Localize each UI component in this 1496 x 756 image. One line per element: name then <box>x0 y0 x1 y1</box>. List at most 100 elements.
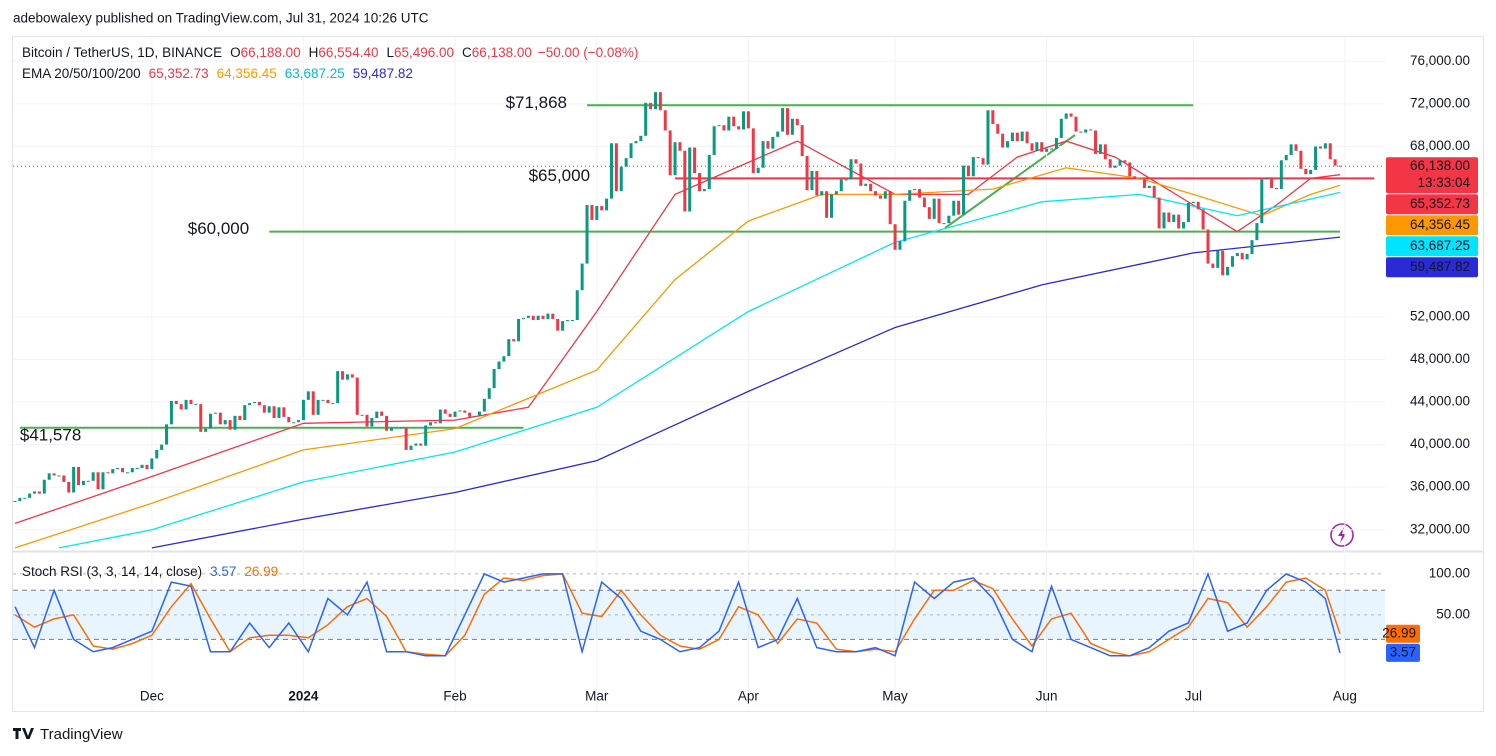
candle-body <box>1133 176 1137 179</box>
candle-body <box>918 189 922 198</box>
legend-line: EMA 20/50/100/200 65,352.73 64,356.45 63,68… <box>22 66 413 81</box>
candle-body <box>609 143 613 199</box>
countdown: 13:33:04 <box>1417 175 1470 190</box>
candle-body <box>536 315 540 321</box>
candle-body <box>316 399 320 415</box>
ema-tag-text: 59,487.82 <box>1410 259 1470 274</box>
candle-body <box>1289 144 1293 155</box>
legend-part: 3.57 <box>210 564 236 579</box>
candle-body <box>1142 179 1146 188</box>
candle-body <box>1103 144 1107 160</box>
legend-part: 59,487.82 <box>353 66 413 81</box>
candle-body <box>556 318 560 331</box>
candle-body <box>233 415 237 430</box>
candle-body <box>526 315 530 318</box>
candle-body <box>1089 129 1093 131</box>
y-tick-label: 44,000.00 <box>1410 394 1470 409</box>
candle-body <box>629 143 633 159</box>
candle-body <box>678 142 682 151</box>
candle-body <box>756 167 760 174</box>
candle-body <box>47 473 51 480</box>
x-tick-label: Apr <box>738 689 760 704</box>
candle-body <box>624 158 628 167</box>
candle-body <box>1274 187 1278 190</box>
candle-body <box>561 321 565 331</box>
candle-body <box>57 475 61 477</box>
candle-body <box>913 189 917 191</box>
candle-body <box>546 313 550 319</box>
candle-body <box>683 150 687 212</box>
candle-body <box>1191 201 1195 203</box>
candle-body <box>169 400 173 425</box>
candle-body <box>1314 146 1318 170</box>
candle-body <box>717 125 721 127</box>
candle-body <box>218 412 222 425</box>
candle-body <box>668 130 672 176</box>
candle-body <box>1245 254 1249 260</box>
candle-body <box>507 339 511 357</box>
candle-body <box>155 449 159 459</box>
candle-body <box>458 410 462 412</box>
stoch-tag <box>1386 643 1420 662</box>
candle-body <box>595 206 599 220</box>
legend-part: 66,554.40 <box>318 45 378 60</box>
candle-body <box>697 173 701 192</box>
stoch-line <box>14 573 1341 657</box>
y-tick-label: 52,000.00 <box>1410 308 1470 323</box>
candle-body <box>512 339 516 342</box>
candle-body <box>1270 177 1274 188</box>
ema-tag-text: 64,356.45 <box>1410 217 1470 232</box>
candle-body <box>487 388 491 399</box>
candle-body <box>600 206 604 211</box>
candle-body <box>820 191 824 196</box>
candle-body <box>1006 141 1010 148</box>
candle-body <box>336 371 340 404</box>
candle-body <box>272 406 276 418</box>
candle-body <box>429 422 433 426</box>
candle-body <box>991 110 995 125</box>
candle-body <box>883 191 887 199</box>
candle-body <box>864 183 868 186</box>
candle-body <box>209 413 213 429</box>
candle-body <box>389 427 393 431</box>
candle-body <box>1050 148 1054 150</box>
candle-body <box>1216 250 1220 268</box>
price-pane <box>13 92 1375 549</box>
candle-body <box>1084 129 1088 133</box>
candle-body <box>937 198 941 224</box>
candle-body <box>150 458 154 470</box>
brand-logo <box>13 728 34 739</box>
x-tick-label: Jul <box>1185 689 1202 704</box>
candle-body <box>1230 256 1234 267</box>
candle-body <box>37 491 41 494</box>
candle-body <box>1221 250 1225 276</box>
legend-part: C <box>462 45 472 60</box>
candle-body <box>585 205 589 264</box>
candle-body <box>477 411 481 416</box>
candle-body <box>1201 209 1205 230</box>
candle-body <box>345 374 349 380</box>
candle-body <box>1177 214 1181 229</box>
level-label: $65,000 <box>529 166 590 185</box>
candle-body <box>751 128 755 174</box>
candle-body <box>277 407 281 418</box>
candle-body <box>380 411 384 416</box>
candle-body <box>424 425 428 446</box>
candle-body <box>1098 144 1102 154</box>
y-tick-label: 50.00 <box>1436 606 1470 621</box>
x-tick-label: Jun <box>1036 689 1058 704</box>
candle-body <box>727 116 731 131</box>
candle-body <box>267 406 271 413</box>
candle-body <box>1001 133 1005 148</box>
candle-body <box>370 417 374 427</box>
candle-body <box>438 409 442 424</box>
candle-body <box>96 472 100 490</box>
candle-body <box>125 472 129 474</box>
candle-body <box>23 497 27 499</box>
candle-body <box>878 195 882 199</box>
candle-body <box>1054 137 1058 149</box>
candle-body <box>1338 165 1342 167</box>
candle-body <box>179 404 183 410</box>
candle-body <box>1235 252 1239 257</box>
candle-body <box>350 374 354 378</box>
